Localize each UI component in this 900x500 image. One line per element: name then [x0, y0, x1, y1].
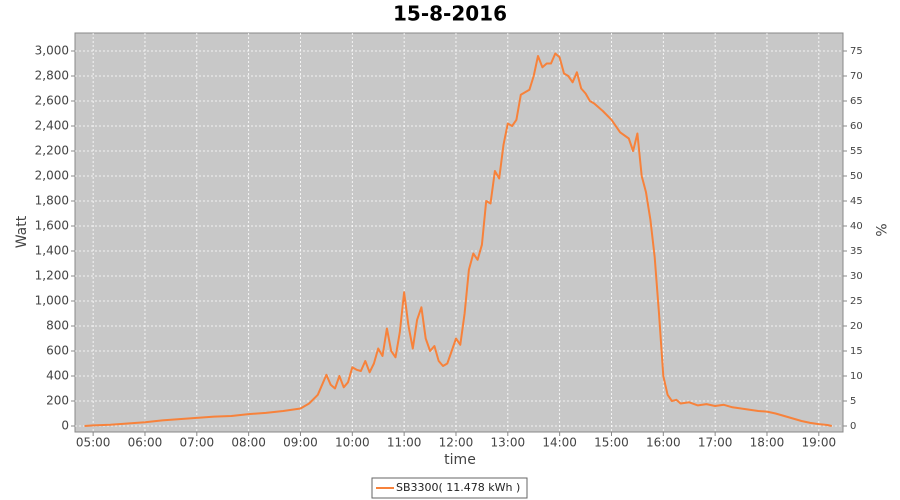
y2-tick-label: 15	[850, 346, 863, 357]
y-tick-label: 0	[61, 419, 69, 433]
y2-tick-label: 75	[850, 46, 863, 57]
y2-tick-label: 70	[850, 71, 863, 82]
x-tick-label: 18:00	[750, 436, 785, 450]
y-tick-label: 1,000	[35, 294, 69, 308]
y-tick-label: 1,200	[35, 269, 69, 283]
y2-tick-label: 0	[850, 421, 856, 432]
legend-box	[371, 477, 528, 499]
y-tick-label: 1,800	[35, 194, 69, 208]
y2-tick-label: 5	[850, 396, 856, 407]
y2-tick-label: 60	[850, 121, 863, 132]
x-tick-label: 07:00	[180, 436, 215, 450]
y2-tick-label: 45	[850, 196, 863, 207]
y2-tick-label: 25	[850, 296, 863, 307]
chart-title: 15-8-2016	[393, 2, 507, 26]
x-tick-label: 16:00	[646, 436, 681, 450]
y-tick-label: 600	[46, 344, 69, 358]
y-tick-label: 2,600	[35, 94, 69, 108]
y-tick-label: 200	[46, 394, 69, 408]
x-tick-label: 13:00	[491, 436, 526, 450]
y2-tick-label: 40	[850, 221, 863, 232]
x-tick-label: 10:00	[335, 436, 370, 450]
y-tick-label: 1,600	[35, 219, 69, 233]
x-tick-label: 06:00	[128, 436, 163, 450]
y-axis-label: Watt	[14, 215, 30, 248]
plot-area	[74, 32, 844, 433]
x-tick-label: 08:00	[231, 436, 266, 450]
y2-tick-label: 55	[850, 146, 863, 157]
y-tick-label: 1,400	[35, 244, 69, 258]
y-tick-label: 800	[46, 319, 69, 333]
y-tick-label: 2,000	[35, 169, 69, 183]
x-tick-label: 15:00	[594, 436, 629, 450]
x-tick-label: 11:00	[387, 436, 422, 450]
y2-axis-label: %	[872, 223, 888, 236]
y-tick-label: 2,400	[35, 119, 69, 133]
x-tick-label: 12:00	[439, 436, 474, 450]
series-line	[84, 52, 833, 427]
y-tick-label: 2,200	[35, 144, 69, 158]
x-tick-label: 19:00	[802, 436, 837, 450]
x-axis-label: time	[444, 452, 476, 468]
legend-label: SB3300( 11.478 kWh )	[396, 481, 520, 494]
x-tick-label: 14:00	[542, 436, 577, 450]
x-tick-label: 17:00	[698, 436, 733, 450]
y2-tick-label: 35	[850, 246, 863, 257]
x-tick-label: 05:00	[76, 436, 111, 450]
y2-tick-label: 10	[850, 371, 863, 382]
y-tick-label: 2,800	[35, 69, 69, 83]
y2-tick-label: 30	[850, 271, 863, 282]
y2-tick-label: 65	[850, 96, 863, 107]
y-tick-label: 400	[46, 369, 69, 383]
y2-tick-label: 20	[850, 321, 863, 332]
x-tick-label: 09:00	[283, 436, 318, 450]
y-tick-label: 3,000	[35, 44, 69, 58]
y2-tick-label: 50	[850, 171, 863, 182]
